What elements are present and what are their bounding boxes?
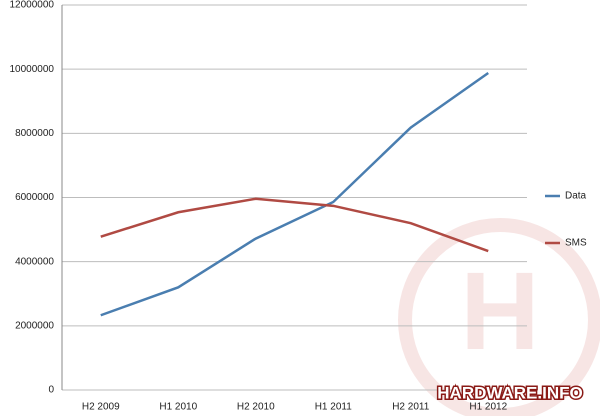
legend-label: SMS [565,238,587,249]
legend-label: Data [565,191,587,202]
y-tick-label: 12000000 [10,0,55,11]
y-tick-label: 8000000 [15,128,54,139]
x-tick-label: H1 2012 [469,402,507,413]
watermark-ring [398,218,600,416]
y-tick-label: 6000000 [15,192,54,203]
x-tick-label: H1 2010 [159,402,197,413]
x-tick-label: H2 2010 [237,402,275,413]
watermark-text: HARDWARE.INFO [437,383,582,402]
x-tick-label: H1 2011 [315,402,353,413]
watermark: H [398,218,600,416]
x-tick-label: H2 2011 [392,402,430,413]
y-tick-label: 2000000 [15,320,54,331]
data-line [100,197,489,253]
y-tick-label: 10000000 [10,64,55,75]
watermark-letter: H [460,250,539,373]
data-line [100,71,489,317]
y-tick-label: 4000000 [15,256,54,267]
y-tick-label: 0 [48,385,54,396]
x-tick-label: H2 2009 [82,402,120,413]
